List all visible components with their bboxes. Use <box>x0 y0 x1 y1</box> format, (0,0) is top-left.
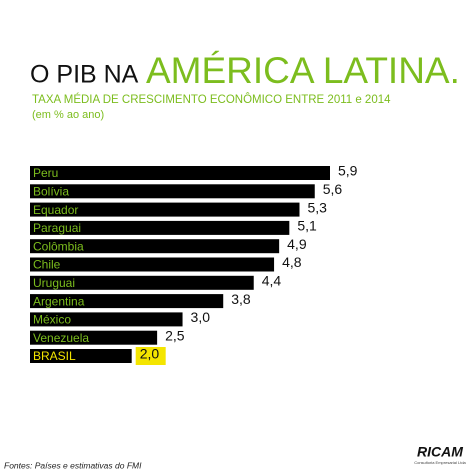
category-label: Equador <box>33 203 78 217</box>
category-label: Venezuela <box>33 331 89 345</box>
value-label: 3,8 <box>231 291 251 307</box>
bar <box>30 239 280 254</box>
unit-note: (em % ao ano) <box>32 109 104 121</box>
value-label: 5,1 <box>297 218 317 234</box>
value-label: 2,0 <box>140 346 160 362</box>
category-label: Peru <box>33 166 58 180</box>
bar <box>30 349 132 363</box>
bar <box>30 166 330 180</box>
bar <box>30 220 290 235</box>
value-label: 5,6 <box>323 181 343 197</box>
bar <box>30 202 300 217</box>
bar <box>30 257 275 272</box>
category-label: Paraguai <box>33 221 81 235</box>
category-label: México <box>33 313 71 327</box>
category-label: Chile <box>33 258 61 272</box>
value-label: 5,3 <box>307 199 327 215</box>
chart-title: O PIB NA <box>30 61 139 89</box>
bar <box>30 275 254 290</box>
bar <box>30 312 183 327</box>
value-label: 4,9 <box>287 236 307 252</box>
logo: RICAM <box>417 444 463 460</box>
category-label: Colômbia <box>33 239 84 253</box>
logo-tagline: Consultoria Empresarial Ltda <box>414 460 466 465</box>
category-label: Bolívia <box>33 184 69 198</box>
value-label: 4,8 <box>282 254 302 270</box>
value-label: 3,0 <box>191 309 211 325</box>
source: Fontes: Países e estimativas do FMI <box>4 460 142 470</box>
category-label: Argentina <box>33 294 85 308</box>
value-label-box <box>135 347 166 365</box>
bar <box>30 184 315 199</box>
value-label: 4,4 <box>262 273 282 289</box>
value-label: 2,5 <box>165 327 185 343</box>
value-label: 5,9 <box>338 163 358 179</box>
bar <box>30 294 224 309</box>
subtitle: TAXA MÉDIA DE CRESCIMENTO ECONÔMICO ENTR… <box>32 93 391 106</box>
category-label: Uruguai <box>33 276 75 290</box>
bar <box>30 330 158 345</box>
chart-title-highlight: AMÉRICA LATINA. <box>146 50 460 91</box>
category-label: BRASIL <box>33 349 76 363</box>
